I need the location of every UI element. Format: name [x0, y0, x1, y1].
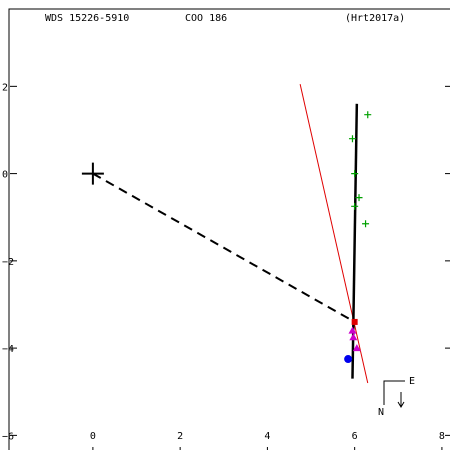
plus-marker [355, 194, 363, 202]
compass-axes [383, 380, 405, 405]
compass: E N [378, 376, 415, 418]
compass-east-label: E [409, 376, 415, 387]
observation-markers [81, 111, 372, 364]
plus-marker [364, 111, 372, 119]
x-tick-label: 8 [439, 431, 445, 442]
primary-star-marker [81, 162, 104, 185]
x-tick-label: 4 [264, 431, 270, 442]
compass-north-label: N [378, 407, 384, 418]
y-tick-label: −6 [2, 431, 14, 442]
circle-marker [344, 355, 353, 364]
x-tick-label: 2 [177, 431, 183, 442]
y-tick-label: 2 [2, 82, 8, 93]
triangle-marker [352, 344, 361, 352]
primary-connector-line [92, 172, 356, 323]
x-tick-label: 6 [352, 431, 358, 442]
reference-label: (Hrt2017a) [345, 13, 405, 24]
triangle-marker [348, 326, 357, 334]
plus-marker [351, 202, 359, 210]
y-tick-label: −4 [2, 344, 14, 355]
plus-marker [348, 135, 356, 143]
y-tick-label: 0 [2, 170, 8, 181]
y-tick-label: −2 [2, 257, 14, 268]
wds-id-label: WDS 15226-5910 [45, 13, 129, 24]
axis-ticks [10, 85, 450, 450]
axis-tick-labels: 0 2 4 6 8 2 0 −2 −4 −6 [2, 82, 445, 442]
x-tick-label: 0 [90, 431, 96, 442]
compass-arrow-icon [397, 392, 405, 408]
plus-marker [362, 220, 370, 228]
plus-marker [351, 170, 359, 178]
reference-line [299, 84, 369, 384]
triangle-marker [349, 333, 358, 341]
plot-frame [8, 8, 450, 450]
square-marker [351, 318, 358, 325]
discoverer-label: COO 186 [185, 13, 227, 24]
